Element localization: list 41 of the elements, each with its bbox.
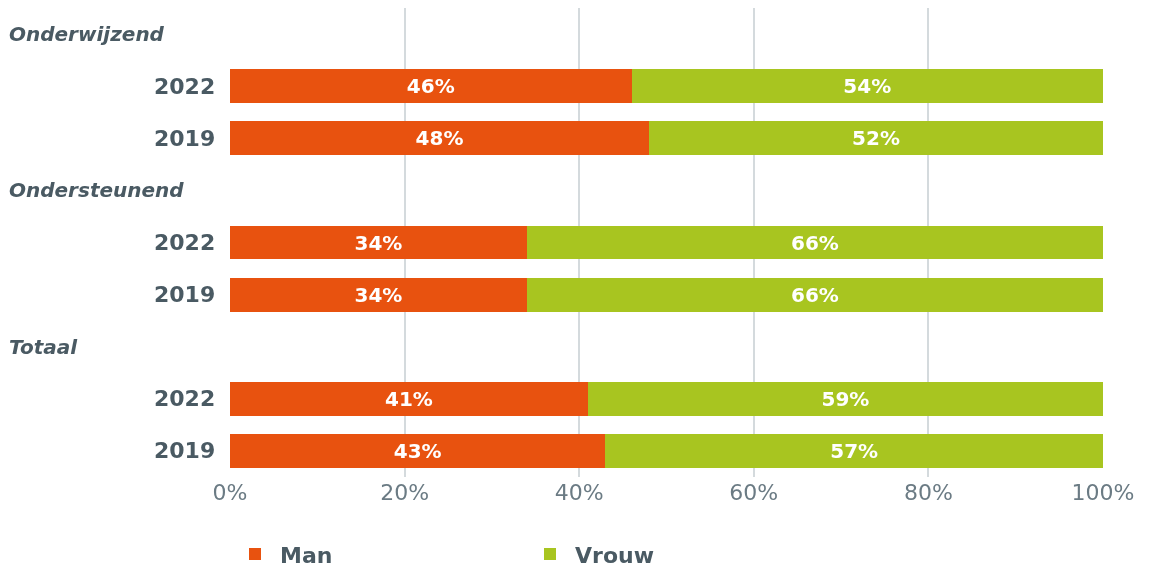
data-label: 34% xyxy=(354,282,403,307)
x-tick-label: 40% xyxy=(554,480,604,505)
bar xyxy=(526,225,1103,260)
data-label: 59% xyxy=(821,386,870,411)
bar xyxy=(587,381,1103,416)
y-tick-label: Totaal xyxy=(9,335,79,359)
y-tick-label: 2022 xyxy=(154,74,216,99)
bar xyxy=(605,434,1103,468)
bar xyxy=(230,69,632,104)
x-tick-label: 60% xyxy=(729,480,779,505)
legend-label: Vrouw xyxy=(575,542,654,568)
data-label: 41% xyxy=(385,386,433,411)
bar xyxy=(230,225,527,260)
y-tick-label: 2019 xyxy=(154,126,216,151)
bar xyxy=(526,277,1103,312)
bar xyxy=(230,434,606,468)
data-label: 46% xyxy=(406,74,455,99)
data-label: 48% xyxy=(415,126,464,151)
x-tick-label: 100% xyxy=(1071,480,1135,505)
bar xyxy=(649,121,1103,156)
data-label: 43% xyxy=(393,438,442,463)
y-tick-label: 2022 xyxy=(154,230,216,255)
bar xyxy=(631,69,1103,104)
x-tick-label: 80% xyxy=(903,480,953,505)
y-tick-label: 2022 xyxy=(154,386,216,411)
data-label: 66% xyxy=(790,230,839,255)
data-label: 34% xyxy=(354,230,403,255)
x-tick-label: 20% xyxy=(380,480,430,505)
data-label: 52% xyxy=(852,126,900,151)
legend-label: Man xyxy=(280,542,333,568)
y-tick-label: 2019 xyxy=(154,282,216,307)
data-label: 66% xyxy=(790,282,839,307)
y-tick-label: 2019 xyxy=(154,438,216,463)
data-label: 54% xyxy=(843,74,892,99)
data-label: 57% xyxy=(830,438,879,463)
bar xyxy=(230,121,650,156)
x-tick-label: 0% xyxy=(212,480,248,505)
y-tick-label: Ondersteunend xyxy=(9,178,185,202)
bar xyxy=(230,381,588,416)
bar xyxy=(230,277,527,312)
y-tick-label: Onderwijzend xyxy=(9,22,165,46)
